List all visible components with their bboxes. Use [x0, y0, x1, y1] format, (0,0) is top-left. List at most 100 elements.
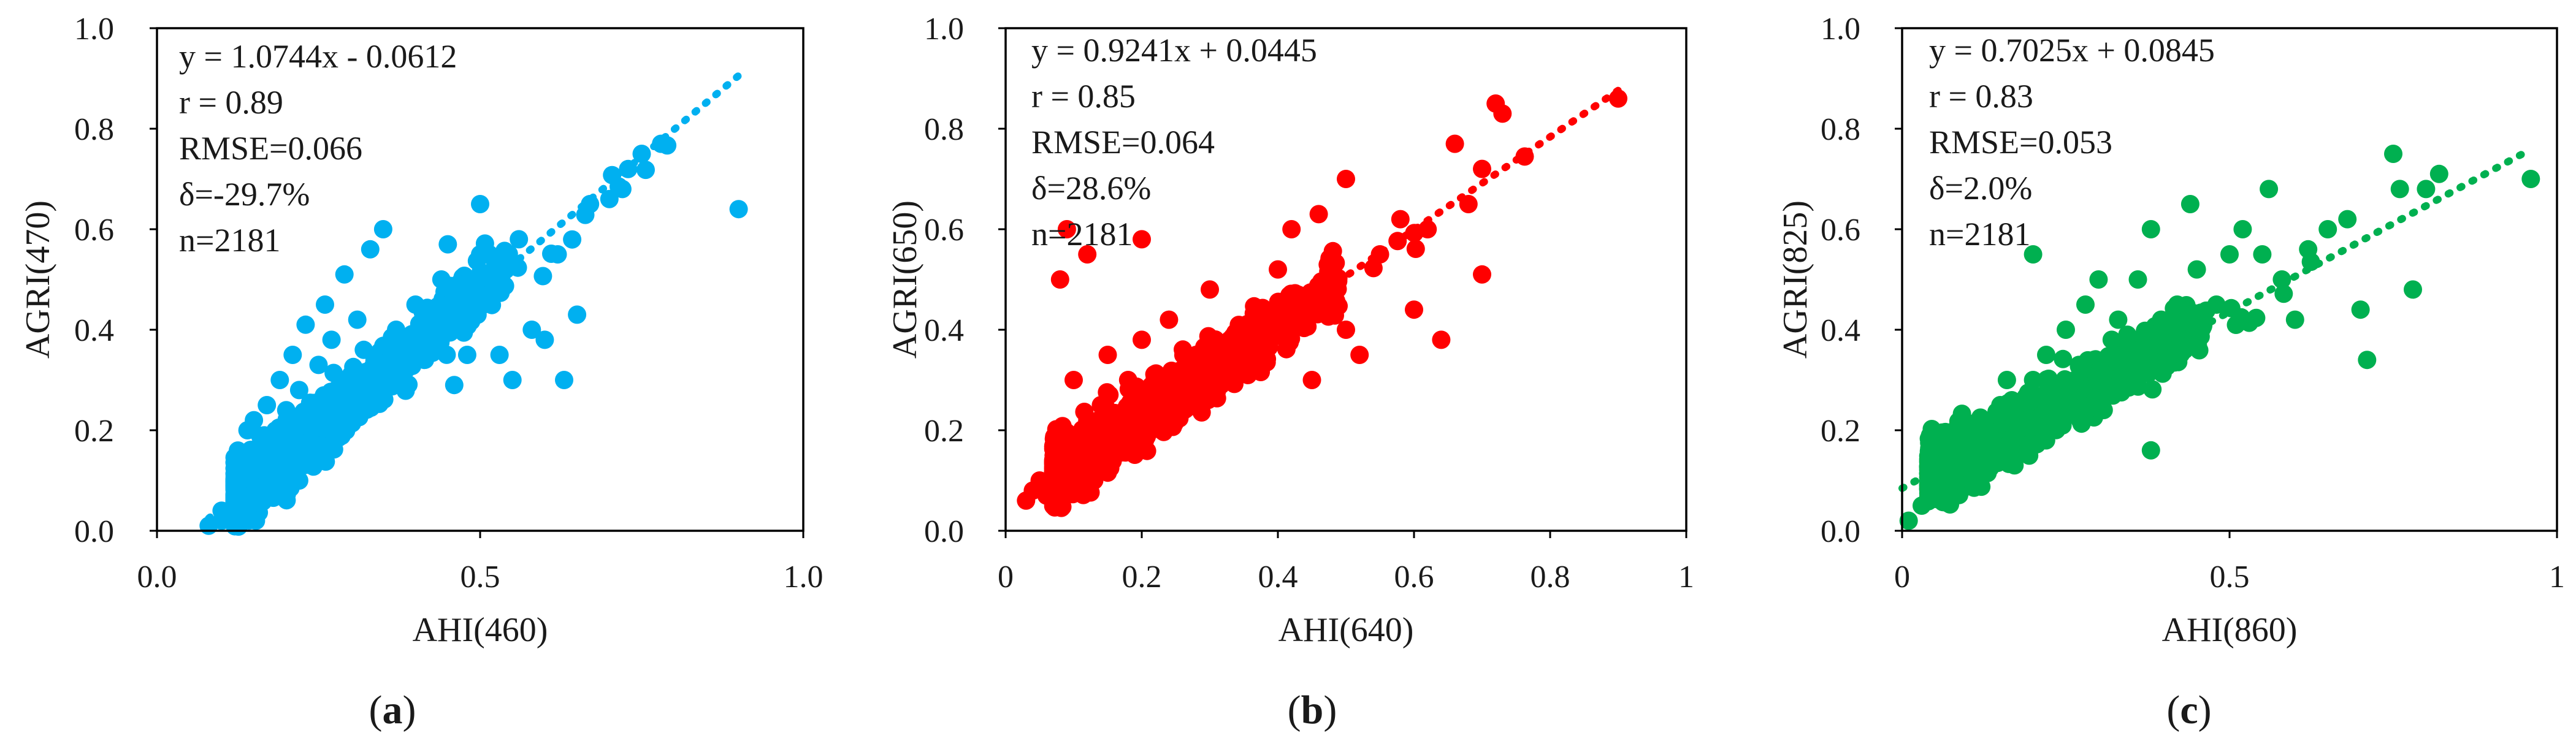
panel-b-data-point	[1473, 159, 1491, 178]
panel-b-data-point	[1302, 371, 1321, 389]
panel-c-data-point	[2150, 353, 2169, 372]
panel-a-data-point	[406, 295, 425, 314]
panel-b-data-point	[1044, 436, 1063, 455]
panel-c-data-point	[1913, 496, 1931, 515]
panel-c-data-point	[2338, 210, 2357, 229]
panel-b-x-tick-label-2: 0.4	[1258, 560, 1298, 595]
panel-a-data-point	[445, 376, 464, 395]
panel-a-y-tick-label-2: 0.4	[74, 313, 114, 348]
panel-a-data-point	[457, 346, 476, 364]
panel-a-caption-letter: a	[383, 688, 403, 732]
panel-c-data-point	[2141, 441, 2160, 460]
panel-c-data-point	[2050, 381, 2069, 400]
panel-b-trendline	[1022, 86, 1622, 498]
panel-b-x-tick-label-1: 0.2	[1122, 560, 1162, 595]
panel-b-y-tick-label-2: 0.4	[924, 313, 964, 348]
panel-a-data-point	[283, 346, 302, 364]
panel-b-data-point	[1473, 265, 1491, 284]
panel-b-data-point	[1234, 321, 1253, 339]
panel-b-data-point	[1201, 280, 1219, 299]
panel-a-y-tick-label-3: 0.6	[74, 213, 114, 248]
panel-b-y-tick-label-3: 0.6	[924, 213, 964, 248]
panel-c-y-tick-label-3: 0.6	[1821, 213, 1860, 248]
panel-b-data-point	[1185, 397, 1204, 416]
panel-a-data-point	[600, 189, 619, 208]
panel-a-data-point	[322, 330, 341, 349]
panel-a-y-tick-label-0: 0.0	[74, 514, 114, 549]
panel-c-data-point	[2351, 300, 2370, 319]
panel-a-data-point	[471, 245, 489, 264]
panel-b-data-point	[1078, 411, 1097, 430]
panel-b-data-point	[1337, 170, 1355, 188]
panel-c-data-point	[2070, 355, 2089, 374]
panel-b-plot-frame	[1004, 27, 1687, 532]
panel-a-data-point	[503, 371, 522, 389]
panel-c-y-tick-label-4: 0.8	[1821, 112, 1860, 147]
panel-c-y-axis-title: AGRI(825)	[1776, 200, 1814, 359]
panel-a-data-point	[277, 401, 296, 420]
panel-c-data-point	[2102, 330, 2121, 349]
panel-a-data-point	[247, 511, 266, 530]
panel-c-data-point	[2318, 220, 2337, 238]
panel-c-data-point	[2107, 377, 2126, 396]
panel-b-y-tick-label-4: 0.8	[924, 112, 964, 147]
panel-c-caption-letter: c	[2180, 688, 2198, 732]
panel-a-data-point	[232, 446, 250, 465]
panel-a-data-point	[385, 335, 404, 354]
panel-b: 0.0 0.2 0.4 0.6 0.8 1.0 0 0.2 0.4 0.6 0.…	[886, 12, 1694, 732]
panel-c-trendline	[1898, 149, 2528, 492]
panel-c-data-point	[2057, 321, 2075, 339]
panel-c-y-tick-label-1: 0.2	[1821, 414, 1860, 449]
panel-c-data-point	[2072, 414, 2091, 433]
panel-c-x-tick-label-1: 0.5	[2210, 560, 2250, 595]
panel-a-caption: (a)	[369, 688, 416, 732]
panel-c-data-point	[2384, 145, 2402, 163]
panel-a-data-point	[329, 396, 348, 414]
panel-b-x-tick-label-0: 0	[998, 560, 1014, 595]
panel-a-data-point	[342, 365, 361, 384]
panel-a-data-point	[342, 413, 361, 432]
panel-c-data-point	[2404, 280, 2422, 299]
panel-c-stat-equation: y = 0.7025x + 0.0845	[1929, 32, 2215, 69]
panel-a-data-point	[402, 325, 421, 344]
panel-a-y-axis-title: AGRI(470)	[19, 200, 57, 359]
panel-b-data-point	[1166, 411, 1185, 430]
panel-c-data-point	[2024, 371, 2043, 389]
panel-c-data-point	[2128, 270, 2147, 289]
panel-c-data-point	[1991, 396, 2010, 414]
panel-a-data-point	[548, 245, 567, 264]
panel-b-data-point	[1418, 220, 1437, 238]
panel-c-data-point	[2099, 347, 2118, 366]
panel-c-data-point	[2207, 295, 2226, 314]
panel-a-points	[199, 134, 748, 536]
panel-a-y-tick-label-1: 0.2	[74, 414, 114, 449]
panel-a-stat-delta: δ=-29.7%	[179, 176, 310, 213]
panel-b-data-point	[1406, 240, 1425, 258]
panel-a-data-point	[289, 471, 308, 490]
panel-a-data-point	[729, 200, 748, 219]
panel-b-data-point	[1317, 287, 1336, 306]
panel-a-data-point	[613, 180, 632, 199]
panel-c-data-point	[2358, 351, 2377, 370]
panel-c: 0.0 0.2 0.4 0.6 0.8 1.0 0 0.5 1 AHI(860)…	[1776, 12, 2565, 732]
panel-a-data-point	[533, 267, 552, 286]
panel-b-data-point	[1445, 134, 1464, 153]
panel-b-y-tick-label-5: 1.0	[924, 12, 964, 47]
panel-b-data-point	[1061, 446, 1080, 465]
panel-c-data-point	[2180, 195, 2200, 213]
panel-c-stat-rmse: RMSE=0.053	[1929, 124, 2112, 161]
panel-c-data-point	[2155, 330, 2174, 349]
panel-a-data-point	[535, 330, 554, 349]
panel-c-y-tick-label-0: 0.0	[1821, 514, 1860, 549]
panel-b-data-point	[1089, 454, 1108, 472]
panel-c-data-point	[1925, 481, 1944, 500]
panel-a-data-point	[455, 278, 474, 297]
panel-b-data-point	[1214, 371, 1233, 389]
panel-c-data-point	[2429, 164, 2448, 183]
panel-b-x-tick-label-4: 0.8	[1531, 560, 1570, 595]
panel-a-data-point	[270, 371, 289, 389]
panel-c-data-point	[2299, 240, 2318, 259]
panel-a-data-point	[245, 411, 264, 430]
panel-c-data-point	[2233, 220, 2252, 238]
panel-c-data-point	[1997, 371, 2016, 389]
